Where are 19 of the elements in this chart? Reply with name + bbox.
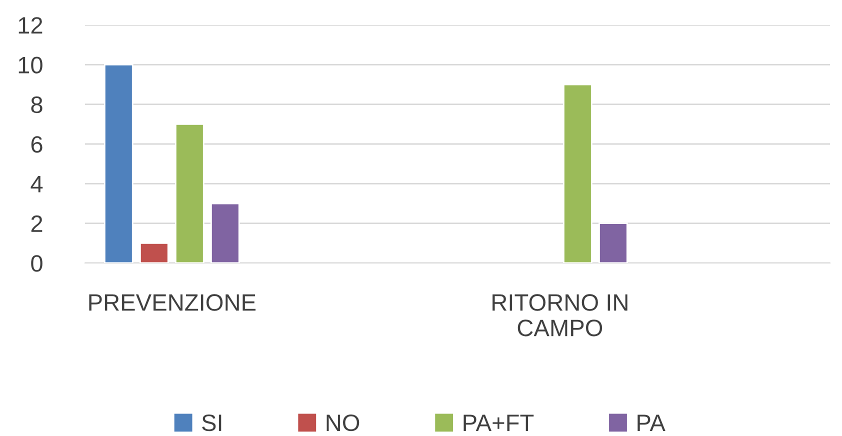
legend-label: PA+FT <box>464 414 534 431</box>
y-tick-label: 4 <box>30 176 43 192</box>
bar <box>598 222 628 263</box>
y-tick-label: 0 <box>31 255 42 272</box>
x-tick-label: PREVENZIONE <box>89 294 256 311</box>
y-tick-label: 2 <box>31 215 42 232</box>
bar <box>140 242 169 263</box>
y-tick-label: 8 <box>31 96 42 114</box>
y-tick-label: 6 <box>31 136 42 153</box>
bar <box>104 64 134 263</box>
legend-label: SI <box>202 414 222 432</box>
y-tick-label: 12 <box>18 17 42 34</box>
x-tick-label: RITORNO IN CAMPO <box>492 294 628 336</box>
bar <box>563 84 592 263</box>
y-tick-label: 10 <box>18 56 42 74</box>
bar <box>175 123 204 263</box>
legend-label: NO <box>326 414 360 432</box>
bar <box>210 202 240 263</box>
legend-label: PA <box>638 414 666 431</box>
